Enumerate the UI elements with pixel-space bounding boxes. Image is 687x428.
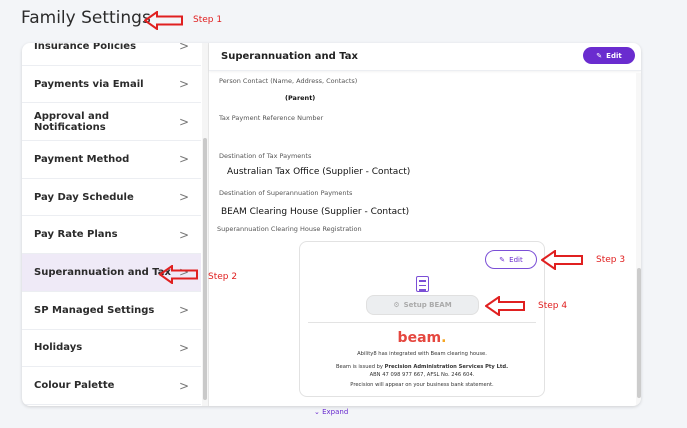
field-label: Superannuation Clearing House Registrati… — [217, 225, 362, 233]
beam-card: ✎ Edit ⚙ Setup BEAM beam. Ability8 has int… — [299, 241, 545, 397]
step3-arrow-icon — [541, 250, 583, 270]
beam-issuer: Beam is issued by Precision Administrati… — [335, 364, 509, 370]
edit-label: Edit — [606, 51, 622, 60]
sidebar-item-label: Superannuation and Tax — [34, 266, 171, 278]
document-icon — [416, 276, 429, 292]
chevron-right-icon: > — [178, 114, 189, 129]
chevron-right-icon: > — [178, 378, 189, 393]
sidebar-item-label: Insurance Policies — [34, 43, 137, 52]
sidebar-item-label: SP Managed Settings — [34, 304, 155, 316]
beam-info: Ability8 has integrated with Beam cleari… — [357, 351, 487, 357]
step1-label: Step 1 — [193, 15, 223, 25]
setup-label: Setup BEAM — [403, 301, 452, 309]
sidebar-item-sp-managed-settings[interactable]: SP Managed Settings > — [22, 292, 201, 330]
field-value: (Parent) — [285, 94, 316, 102]
field-label: Tax Payment Reference Number — [219, 114, 324, 122]
chevron-right-icon: > — [178, 77, 189, 92]
divider — [308, 322, 536, 323]
sidebar-item-label: Colour Palette — [34, 380, 115, 392]
beam-statement-note: Precision will appear on your business b… — [350, 382, 494, 388]
step3-label: Step 3 — [596, 255, 626, 265]
edit-label: Edit — [509, 255, 523, 264]
sidebar-item-superannuation-and-tax[interactable]: Superannuation and Tax > — [22, 254, 201, 292]
panel-title: Superannuation and Tax — [221, 51, 358, 62]
step2-arrow-icon — [159, 265, 198, 284]
field-value: Australian Tax Office (Supplier - Contac… — [227, 167, 411, 177]
chevron-right-icon: > — [178, 265, 189, 280]
step1-arrow-icon — [144, 11, 183, 30]
setup-beam-button[interactable]: ⚙ Setup BEAM — [366, 295, 479, 315]
sidebar: Insurance Policies > Payments via Email > … — [22, 43, 201, 406]
gear-icon: ⚙ — [393, 301, 400, 309]
sidebar-item-pay-rate-plans[interactable]: Pay Rate Plans > — [22, 216, 201, 255]
sidebar-item-approval-notifications[interactable]: Approval and Notifications > — [22, 103, 201, 142]
step4-arrow-icon — [485, 296, 525, 316]
expand-button[interactable]: ⌄ Expand — [314, 408, 348, 416]
chevron-right-icon: > — [178, 303, 189, 318]
chevron-right-icon: > — [178, 340, 189, 355]
sidebar-item-label: Payments via Email — [34, 78, 144, 90]
sidebar-item-label: Holidays — [34, 342, 83, 354]
sidebar-item-insurance-policies[interactable]: Insurance Policies > — [22, 43, 201, 66]
sidebar-item-holidays[interactable]: Holidays > — [22, 330, 201, 368]
field-value: BEAM Clearing House (Supplier - Contact) — [221, 207, 410, 217]
chevron-right-icon: > — [178, 152, 189, 167]
step2-label: Step 2 — [208, 272, 238, 282]
beam-abn: ABN 47 098 977 667, AFSL No. 246 604. — [369, 372, 475, 378]
edit-button[interactable]: ✎ Edit — [583, 47, 635, 64]
field-label: Destination of Tax Payments — [219, 152, 312, 160]
sidebar-item-colour-palette[interactable]: Colour Palette > — [22, 367, 201, 405]
field-label: Person Contact (Name, Address, Contacts) — [219, 77, 358, 85]
sidebar-item-label: Approval and Notifications — [34, 110, 110, 133]
sidebar-item-label: Payment Method — [34, 153, 130, 165]
sidebar-item-payment-method[interactable]: Payment Method > — [22, 141, 201, 179]
main-scrollbar[interactable] — [636, 73, 641, 406]
chevron-right-icon: > — [178, 190, 189, 205]
chevron-down-icon: ⌄ — [314, 408, 320, 416]
pencil-icon: ✎ — [499, 255, 506, 264]
sidebar-item-label: Pay Day Schedule — [34, 191, 134, 203]
pencil-icon: ✎ — [596, 51, 603, 60]
sidebar-item-pay-day-schedule[interactable]: Pay Day Schedule > — [22, 179, 201, 217]
sidebar-item-payments-via-email[interactable]: Payments via Email > — [22, 66, 201, 104]
page-title: Family Settings — [21, 8, 151, 28]
field-label: Destination of Superannuation Payments — [219, 189, 353, 197]
chevron-right-icon: > — [178, 227, 189, 242]
step4-label: Step 4 — [538, 301, 568, 311]
main-panel: Superannuation and Tax ✎ Edit — [208, 43, 641, 406]
beam-edit-button[interactable]: ✎ Edit — [485, 250, 537, 269]
sidebar-item-label: Pay Rate Plans — [34, 229, 118, 241]
beam-logo: beam. — [397, 330, 447, 346]
sidebar-scrollbar[interactable] — [202, 43, 208, 406]
expand-label: Expand — [322, 408, 349, 416]
chevron-right-icon: > — [178, 43, 189, 54]
